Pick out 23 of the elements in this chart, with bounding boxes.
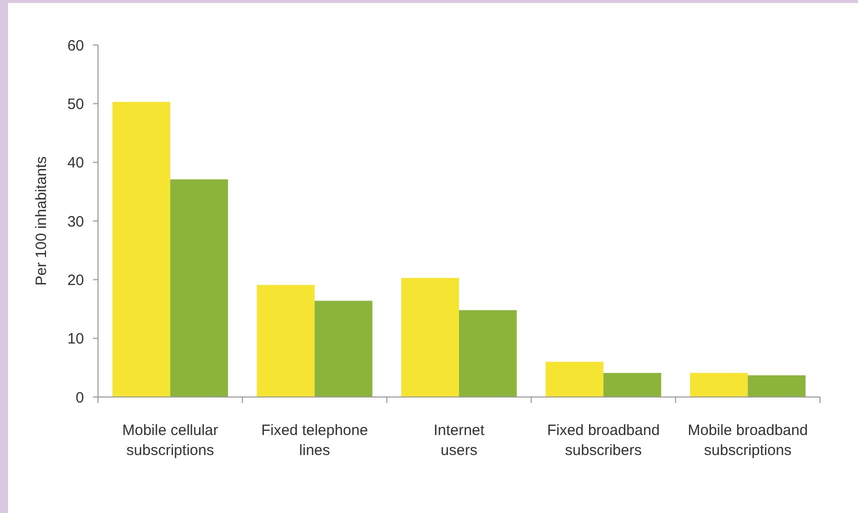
bar [401,278,459,397]
bar [459,310,517,397]
x-tick-label: Fixed telephone lines [261,422,368,459]
x-tick-label: Mobile cellular subscriptions [122,422,218,459]
bar [314,300,372,397]
y-tick-label: 10 [67,330,84,348]
y-axis-title: Per 100 inhabitants [33,156,50,286]
x-tick-label: Fixed broadband subscribers [547,422,660,459]
bar [112,102,170,397]
bar [603,372,662,397]
y-tick-label: 20 [67,272,84,289]
x-tick-label: Mobile broadband subscriptions [688,422,808,459]
y-tick-label: 40 [67,154,84,172]
bar [748,375,806,397]
y-tick-label: 60 [67,37,84,54]
bar [256,284,315,397]
y-tick-label: 0 [76,389,84,406]
y-tick-label: 50 [67,96,84,113]
bar [690,372,748,397]
y-tick-label: 30 [67,213,84,230]
bar [546,362,604,397]
x-tick-label: Internet users [434,422,486,459]
bar [170,179,228,397]
